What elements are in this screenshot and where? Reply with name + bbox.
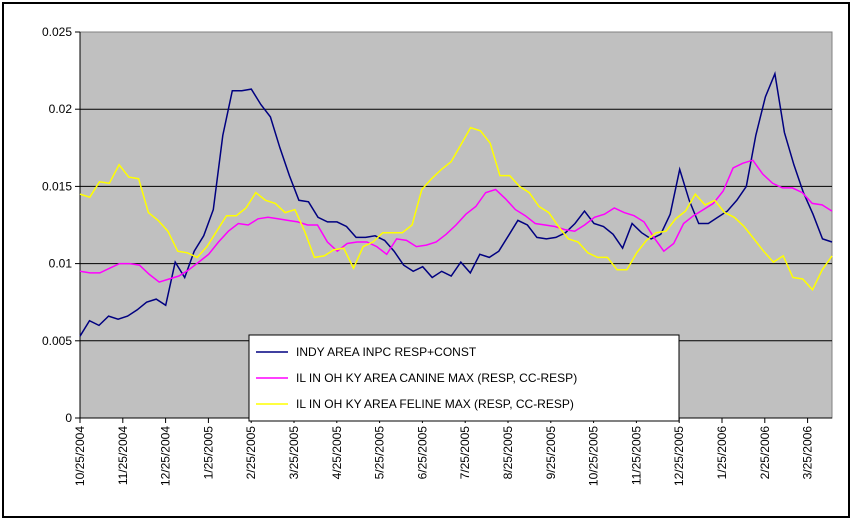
legend-box — [248, 334, 680, 422]
x-tick-label: 3/25/2006 — [801, 426, 815, 480]
series-line-3 — [79, 126, 833, 292]
x-tick-label: 1/25/2005 — [201, 426, 215, 480]
x-tick-label: 2/25/2006 — [758, 426, 772, 480]
y-axis-ticks: 0 0.005 0.01 0.015 0.02 0.025 — [42, 25, 81, 425]
y-tick-label: 0.015 — [42, 179, 72, 193]
x-tick-label: 3/25/2005 — [287, 426, 301, 480]
y-tick-label: 0.025 — [42, 25, 72, 39]
x-tick-label: 11/25/2005 — [629, 426, 643, 485]
x-tick-label: 11/25/2004 — [116, 426, 130, 485]
x-tick-label: 5/25/2005 — [373, 426, 387, 480]
x-tick-label: 9/25/2005 — [544, 426, 558, 480]
legend-label: INDY AREA INPC RESP+CONST — [296, 345, 477, 359]
x-tick-label: 4/25/2005 — [330, 426, 344, 480]
legend-label: IL IN OH KY AREA FELINE MAX (RESP, CC-RE… — [296, 397, 574, 411]
x-tick-label: 12/25/2004 — [159, 426, 173, 486]
y-tick-label: 0 — [65, 411, 72, 425]
x-tick-label: 2/25/2005 — [244, 426, 258, 480]
x-tick-label: 7/25/2005 — [458, 426, 472, 480]
series-lines — [79, 70, 833, 337]
y-tick-label: 0.01 — [49, 257, 73, 271]
series-line-1 — [79, 70, 833, 337]
y-tick-label: 0.005 — [42, 334, 72, 348]
x-tick-label: 8/25/2005 — [501, 426, 515, 480]
x-axis-ticks: 10/25/2004 11/25/2004 12/25/2004 1/25/2005 2… — [73, 417, 832, 486]
y-tick-label: 0.02 — [49, 102, 73, 116]
x-tick-label: 1/25/2006 — [715, 426, 729, 480]
x-tick-label: 10/25/2005 — [587, 426, 601, 486]
x-tick-label: 12/25/2005 — [672, 426, 686, 486]
legend-label: IL IN OH KY AREA CANINE MAX (RESP, CC-RE… — [296, 371, 577, 385]
x-tick-label: 6/25/2005 — [415, 426, 429, 480]
legend: INDY AREA INPC RESP+CONST IL IN OH KY ARE… — [248, 334, 680, 422]
series-line-2 — [79, 159, 833, 283]
x-tick-label: 10/25/2004 — [73, 426, 87, 486]
